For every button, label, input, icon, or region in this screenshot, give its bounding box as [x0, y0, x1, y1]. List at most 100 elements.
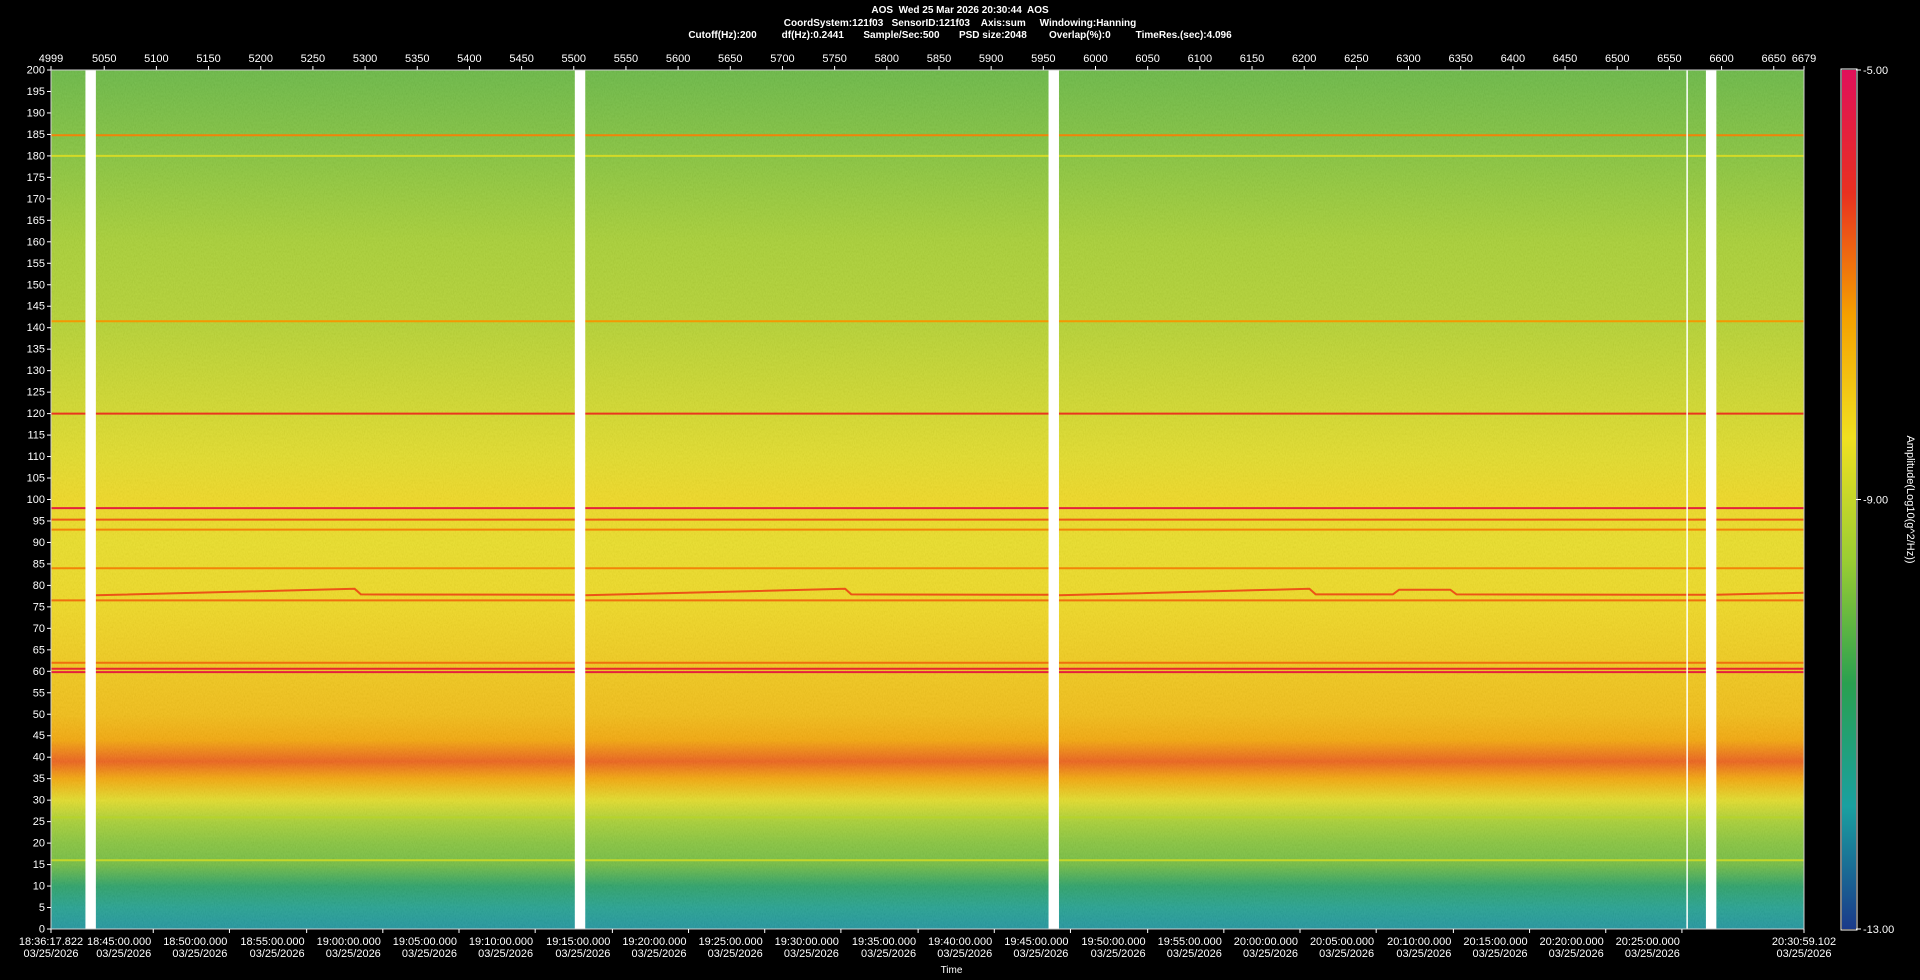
top-tick-label: 6050: [1135, 53, 1159, 65]
bottom-tick-time: 19:50:00.000: [1081, 936, 1145, 948]
top-tick-label: 4999: [39, 53, 63, 65]
y-tick-label: 0: [39, 924, 45, 936]
data-gaps: [85, 70, 1717, 929]
top-tick-label: 5050: [92, 53, 116, 65]
bottom-tick-time: 19:40:00.000: [928, 936, 992, 948]
bottom-tick-date: 03/25/2026: [555, 948, 610, 960]
colorbar-label: Amplitude(Log10(g^2/Hz)): [1904, 435, 1916, 563]
y-tick-label: 35: [33, 773, 45, 785]
bottom-tick-time: 19:45:00.000: [1004, 936, 1068, 948]
y-tick-label: 70: [33, 623, 45, 635]
data-gap: [1048, 70, 1059, 929]
bottom-tick-time: 20:10:00.000: [1387, 936, 1451, 948]
bottom-tick-date: 03/25/2026: [1473, 948, 1528, 960]
y-tick-label: 110: [27, 451, 45, 463]
y-tick-label: 40: [33, 752, 45, 764]
top-tick-label: 5850: [927, 53, 951, 65]
y-tick-label: 65: [33, 644, 45, 656]
y-tick-label: 5: [39, 902, 45, 914]
y-tick-label: 50: [33, 709, 45, 721]
top-tick-label: 6550: [1657, 53, 1681, 65]
spectrogram-texture: [51, 70, 1804, 929]
x-axis-label: Time: [941, 965, 963, 976]
y-tick-label: 45: [33, 730, 45, 742]
bottom-tick-time: 20:05:00.000: [1310, 936, 1374, 948]
bottom-tick-time: 19:00:00.000: [317, 936, 381, 948]
y-tick-label: 25: [33, 816, 45, 828]
bottom-tick-date: 03/25/2026: [1013, 948, 1068, 960]
data-gap: [1705, 70, 1717, 929]
top-tick-label: 6200: [1292, 53, 1316, 65]
bottom-tick-date: 03/25/2026: [1396, 948, 1451, 960]
bottom-tick-date: 03/25/2026: [326, 948, 381, 960]
top-tick-label: 5750: [822, 53, 846, 65]
bottom-tick-time: 19:25:00.000: [698, 936, 762, 948]
bottom-tick-time: 18:55:00.000: [240, 936, 304, 948]
top-tick-label: 6400: [1501, 53, 1525, 65]
top-tick-label: 6600: [1709, 53, 1733, 65]
y-tick-label: 200: [27, 65, 45, 77]
bottom-tick-date: 03/25/2026: [402, 948, 457, 960]
colorbar: -5.00 -9.00 -13.00 Amplitude(Log10(g^2/Hz)): [1840, 65, 1916, 936]
top-tick-label: 6100: [1188, 53, 1212, 65]
bottom-tick-date: 03/25/2026: [1091, 948, 1146, 960]
drifting-line: [585, 587, 1049, 597]
y-tick-label: 160: [27, 236, 45, 248]
top-tick-label: 5900: [979, 53, 1003, 65]
drifting-line: [95, 587, 575, 597]
top-tick-label: 5600: [666, 53, 690, 65]
top-tick-label: 5650: [718, 53, 742, 65]
tonal-lines: [51, 134, 1804, 862]
y-tick-label: 105: [27, 473, 45, 485]
bottom-tick-date: 03/25/2026: [1625, 948, 1680, 960]
y-tick-label: 55: [33, 687, 45, 699]
chart-params-line-1: CoordSystem:121f03 SensorID:121f03 Axis:…: [783, 18, 1137, 29]
y-tick-label: 75: [33, 601, 45, 613]
bottom-tick-date: 03/25/2026: [1167, 948, 1222, 960]
bottom-tick-date: 03/25/2026: [861, 948, 916, 960]
y-tick-label: 145: [27, 301, 45, 313]
bottom-tick-date: 03/25/2026: [1243, 948, 1298, 960]
top-tick-label: 6000: [1083, 53, 1107, 65]
top-tick-label: 6300: [1396, 53, 1420, 65]
colorbar-mid-label: -9.00: [1863, 495, 1888, 507]
y-tick-label: 195: [27, 86, 45, 98]
y-tick-label: 170: [27, 193, 45, 205]
bottom-tick-time: 18:50:00.000: [163, 936, 227, 948]
y-tick-label: 80: [33, 580, 45, 592]
bottom-tick-time: 18:45:00.000: [87, 936, 151, 948]
top-tick-label: 6250: [1344, 53, 1368, 65]
y-tick-label: 85: [33, 558, 45, 570]
bottom-tick-time: 19:05:00.000: [393, 936, 457, 948]
y-tick-label: 90: [33, 537, 45, 549]
bottom-tick-time: 19:35:00.000: [852, 936, 916, 948]
top-tick-label: 6500: [1605, 53, 1629, 65]
top-tick-label: 5250: [301, 53, 325, 65]
axes: 0 5 10 15 20 25 30 35 40 45 50 55 60 65 70 75 80 85 90 95 10…: [19, 53, 1836, 976]
bottom-tick-date: 03/25/2026: [1776, 948, 1831, 960]
top-tick-label: 5150: [196, 53, 220, 65]
top-tick-label: 5400: [457, 53, 481, 65]
data-gap: [574, 70, 586, 929]
plot-area: [51, 70, 1805, 929]
bottom-tick-time: 19:20:00.000: [622, 936, 686, 948]
top-tick-label: 5100: [144, 53, 168, 65]
bottom-tick-time: 19:10:00.000: [469, 936, 533, 948]
chart-params-line-2: Cutoff(Hz):200 df(Hz):0.2441 Sample/Sec:…: [688, 30, 1232, 41]
y-tick-label: 165: [27, 215, 45, 227]
top-tick-label: 5550: [614, 53, 638, 65]
y-tick-label: 10: [33, 881, 45, 893]
y-tick-label: 30: [33, 795, 45, 807]
bottom-tick-time: 20:20:00.000: [1540, 936, 1604, 948]
y-tick-label: 15: [33, 859, 45, 871]
bottom-tick-time: 19:30:00.000: [775, 936, 839, 948]
top-tick-label: 5500: [562, 53, 586, 65]
bottom-tick-date: 03/25/2026: [937, 948, 992, 960]
bottom-tick-time: 20:30:59.102: [1772, 936, 1836, 948]
top-tick-label: 6150: [1240, 53, 1264, 65]
bottom-tick-date: 03/25/2026: [96, 948, 151, 960]
y-tick-label: 185: [27, 129, 45, 141]
bottom-tick-time: 20:15:00.000: [1463, 936, 1527, 948]
y-tick-label: 95: [33, 515, 45, 527]
colorbar-min-label: -13.00: [1863, 924, 1894, 936]
